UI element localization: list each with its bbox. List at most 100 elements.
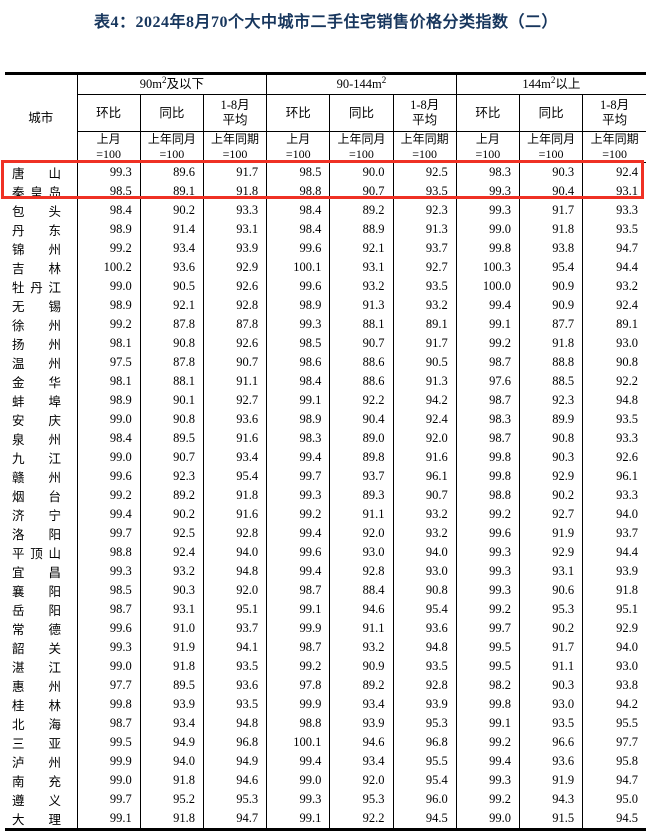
base-header-yoy: 上年同月 =100 <box>139 131 204 163</box>
city-name: 岳阳 <box>4 600 78 619</box>
base-line2: =100 <box>285 147 311 161</box>
city-name: 无锡 <box>4 296 78 315</box>
index-value: 95.2 <box>139 790 204 809</box>
city-name: 包头 <box>4 201 78 220</box>
index-value: 90.2 <box>518 619 584 638</box>
index-value: 92.9 <box>518 467 584 486</box>
avg-line2: 平均 <box>602 113 628 127</box>
index-value: 99.6 <box>266 543 331 562</box>
index-value: 99.3 <box>76 562 141 581</box>
index-value: 90.8 <box>518 429 584 448</box>
index-value: 93.7 <box>582 524 647 543</box>
base-line1: 上月 <box>96 132 121 146</box>
index-value: 99.3 <box>455 562 520 581</box>
index-value: 90.5 <box>139 277 204 296</box>
index-value: 98.4 <box>266 201 331 220</box>
index-value: 93.0 <box>582 334 647 353</box>
base-header-yoy: 上年同月 =100 <box>329 131 394 163</box>
index-value: 99.1 <box>266 391 331 410</box>
index-value: 93.4 <box>139 239 204 258</box>
index-value: 96.0 <box>392 790 457 809</box>
index-value: 93.3 <box>582 486 647 505</box>
index-value: 99.8 <box>455 467 520 486</box>
index-value: 99.8 <box>455 448 520 467</box>
city-name: 韶关 <box>4 638 78 657</box>
index-value: 90.7 <box>392 486 457 505</box>
index-value: 98.8 <box>76 543 141 562</box>
base-header-mom: 上月 =100 <box>76 131 141 163</box>
index-value: 98.1 <box>76 372 141 391</box>
index-value: 89.1 <box>392 315 457 334</box>
index-value: 99.2 <box>266 657 331 676</box>
index-value: 87.8 <box>202 315 268 334</box>
base-line1: 上年同月 <box>527 132 576 146</box>
index-value: 93.6 <box>202 676 268 695</box>
col-header-mom: 环比 <box>266 94 331 132</box>
index-value: 94.3 <box>518 790 584 809</box>
index-value: 99.1 <box>266 809 331 830</box>
index-value: 93.6 <box>392 619 457 638</box>
section-header-under-90: 90m2及以下 <box>76 73 268 95</box>
index-value: 99.4 <box>266 524 331 543</box>
index-value: 93.1 <box>202 220 268 239</box>
index-value: 91.9 <box>518 771 584 790</box>
price-index-table: 城市 90m2及以下 90-144m2 144m2以上 环比 同比 1-8月 平均… <box>4 72 647 831</box>
section-label: 90-144m <box>336 77 382 91</box>
city-name: 襄阳 <box>4 581 78 600</box>
index-value: 94.0 <box>202 543 268 562</box>
index-value: 99.8 <box>455 695 520 714</box>
index-value: 99.3 <box>455 771 520 790</box>
index-value: 92.9 <box>518 543 584 562</box>
index-value: 93.1 <box>582 182 647 201</box>
col-header-yoy: 同比 <box>518 94 584 132</box>
index-value: 99.4 <box>266 752 331 771</box>
index-value: 91.3 <box>392 372 457 391</box>
table-row: 宜昌 99.3 93.2 94.8 99.4 92.8 93.0 99.3 93.1 93.9 <box>4 562 647 581</box>
index-value: 98.7 <box>455 391 520 410</box>
index-value: 93.2 <box>392 524 457 543</box>
index-value: 93.4 <box>139 714 204 733</box>
index-value: 94.8 <box>582 391 647 410</box>
base-line2: =100 <box>96 147 122 161</box>
city-name: 泉州 <box>4 429 78 448</box>
index-value: 99.9 <box>266 695 331 714</box>
index-value: 99.6 <box>266 277 331 296</box>
index-value: 99.3 <box>455 201 520 220</box>
index-value: 99.3 <box>76 162 141 182</box>
index-value: 92.4 <box>582 162 647 182</box>
index-value: 90.9 <box>518 277 584 296</box>
index-value: 92.3 <box>139 467 204 486</box>
index-value: 99.5 <box>455 638 520 657</box>
index-value: 90.3 <box>518 676 584 695</box>
index-value: 92.8 <box>329 562 394 581</box>
table-row: 锦州 99.2 93.4 93.9 99.6 92.1 93.7 99.8 93.8 94.7 <box>4 239 647 258</box>
city-name: 济宁 <box>4 505 78 524</box>
index-value: 93.6 <box>518 752 584 771</box>
page-title: 表4：2024年8月70个大中城市二手住宅销售价格分类指数（二） <box>93 14 558 31</box>
index-value: 95.4 <box>392 600 457 619</box>
index-value: 94.5 <box>582 809 647 830</box>
index-value: 99.7 <box>266 467 331 486</box>
index-value: 92.2 <box>582 372 647 391</box>
index-value: 95.8 <box>582 752 647 771</box>
index-value: 93.2 <box>582 277 647 296</box>
index-value: 88.9 <box>329 220 394 239</box>
city-name: 惠州 <box>4 676 78 695</box>
index-value: 92.2 <box>329 809 394 830</box>
index-value: 91.1 <box>329 505 394 524</box>
index-value: 93.2 <box>392 505 457 524</box>
index-value: 92.4 <box>139 543 204 562</box>
city-name: 遵义 <box>4 790 78 809</box>
index-value: 89.2 <box>329 201 394 220</box>
table-row: 温州 97.5 87.8 90.7 98.6 88.6 90.5 98.7 88.8 90.8 <box>4 353 647 372</box>
index-value: 92.0 <box>202 581 268 600</box>
index-value: 92.6 <box>202 334 268 353</box>
table-row: 蚌埠 98.9 90.1 92.7 99.1 92.2 94.2 98.7 92.3 94.8 <box>4 391 647 410</box>
city-name: 平顶山 <box>4 543 78 562</box>
index-value: 95.0 <box>582 790 647 809</box>
index-value: 93.7 <box>202 619 268 638</box>
index-value: 95.1 <box>202 600 268 619</box>
index-value: 98.3 <box>455 162 520 182</box>
index-value: 92.6 <box>582 448 647 467</box>
index-value: 89.0 <box>329 429 394 448</box>
